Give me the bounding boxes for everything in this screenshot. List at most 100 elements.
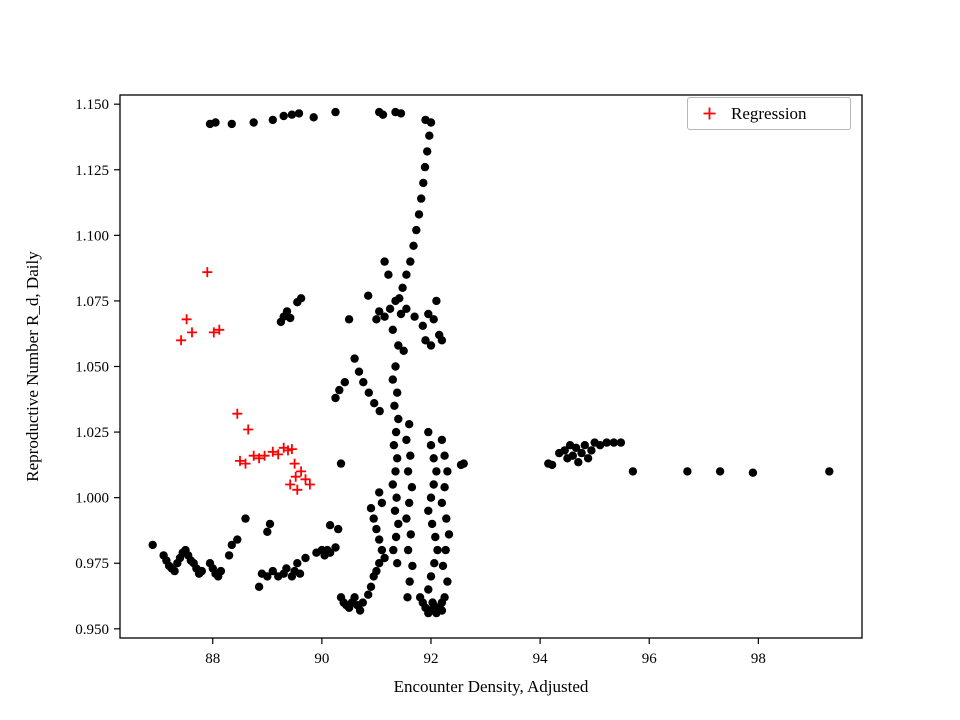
regression-point <box>300 474 311 485</box>
scatter-point <box>393 388 402 397</box>
regression-point <box>176 335 187 346</box>
scatter-point <box>403 467 413 476</box>
regression-point <box>292 484 303 495</box>
scatter-point <box>402 270 411 279</box>
scatter-point <box>407 483 417 492</box>
scatter-point <box>459 459 468 468</box>
scatter-point <box>403 545 413 555</box>
scatter-point <box>425 131 434 140</box>
scatter-point <box>390 401 399 410</box>
y-tick-label: 1.025 <box>75 425 109 441</box>
scatter-point <box>254 582 264 591</box>
regression-point <box>181 314 192 325</box>
scatter-point <box>398 283 407 292</box>
scatter-point <box>394 341 403 350</box>
scatter-point <box>384 270 393 279</box>
scatter-point <box>294 109 304 118</box>
scatter-point <box>331 543 340 552</box>
scatter-point <box>268 115 277 125</box>
regression-point <box>289 458 300 469</box>
scatter-point <box>358 598 367 607</box>
scatter-point <box>574 458 583 467</box>
scatter-point <box>583 454 593 463</box>
scatter-point <box>325 548 335 557</box>
scatter-point <box>385 304 395 313</box>
scatter-point <box>414 210 424 219</box>
scatter-point <box>388 375 397 384</box>
scatter-point <box>412 225 421 235</box>
scatter-point <box>418 321 427 330</box>
scatter-point <box>609 438 618 447</box>
scatter-point <box>426 341 436 350</box>
scatter-point <box>406 257 415 266</box>
scatter-point <box>309 113 318 122</box>
scatter-point <box>433 545 442 555</box>
scatter-point <box>595 441 605 450</box>
scatter-point <box>331 393 340 403</box>
scatter-point <box>402 435 411 445</box>
scatter-point <box>405 420 414 429</box>
scatter-point <box>263 572 272 581</box>
scatter-point <box>429 315 438 324</box>
scatter-point <box>378 110 388 119</box>
scatter-point <box>426 441 436 450</box>
scatter-point <box>748 468 758 477</box>
scatter-point <box>419 178 428 188</box>
scatter-point <box>423 147 432 156</box>
plus-marker-icon <box>703 107 716 120</box>
scatter-point <box>296 294 306 303</box>
scatter-point <box>408 561 417 571</box>
scatter-point <box>441 545 450 555</box>
scatter-point <box>389 441 399 450</box>
scatter-point <box>577 448 586 458</box>
scatter-point <box>437 435 447 445</box>
scatter-point <box>825 467 834 476</box>
scatter-point <box>427 519 437 529</box>
regression-point <box>304 479 315 490</box>
scatter-point <box>580 441 589 450</box>
scatter-point <box>364 291 373 300</box>
scatter-point <box>437 598 447 607</box>
scatter-point <box>391 362 400 371</box>
scatter-point <box>547 460 557 470</box>
y-tick-label: 0.975 <box>75 556 109 572</box>
scatter-point <box>227 119 236 129</box>
scatter-point <box>355 606 365 615</box>
scatter-point <box>442 514 451 523</box>
scatter-point <box>443 467 452 476</box>
scatter-point <box>375 406 384 416</box>
scatter-point <box>715 467 725 476</box>
scatter-point <box>233 535 242 544</box>
regression-point <box>259 450 270 461</box>
scatter-point <box>372 315 381 324</box>
scatter-point <box>429 454 438 463</box>
x-tick-label: 96 <box>642 651 658 667</box>
scatter-point <box>424 427 433 437</box>
scatter-point <box>426 493 436 502</box>
scatter-point <box>437 498 447 508</box>
scatter-point <box>380 257 389 266</box>
scatter-point <box>424 506 433 515</box>
scatter-point <box>336 459 346 468</box>
scatter-point <box>216 566 226 576</box>
scatter-point <box>263 527 272 536</box>
scatter-point <box>224 551 234 560</box>
regression-point <box>267 446 278 457</box>
x-tick-label: 92 <box>423 651 438 667</box>
scatter-point <box>389 545 398 555</box>
scatter-point <box>170 566 179 576</box>
scatter-point <box>197 566 206 576</box>
scatter-point <box>325 521 335 530</box>
scatter-point <box>396 109 406 118</box>
scatter-point <box>369 514 378 523</box>
scatter-point <box>390 506 400 515</box>
regression-point <box>296 466 307 477</box>
regression-point <box>232 408 243 419</box>
scatter-point <box>602 438 611 447</box>
scatter-point <box>286 313 295 323</box>
scatter-point <box>295 569 305 578</box>
scatter-point <box>364 388 373 397</box>
x-tick-label: 88 <box>205 651 220 667</box>
scatter-point <box>388 325 397 334</box>
scatter-point <box>334 524 343 534</box>
